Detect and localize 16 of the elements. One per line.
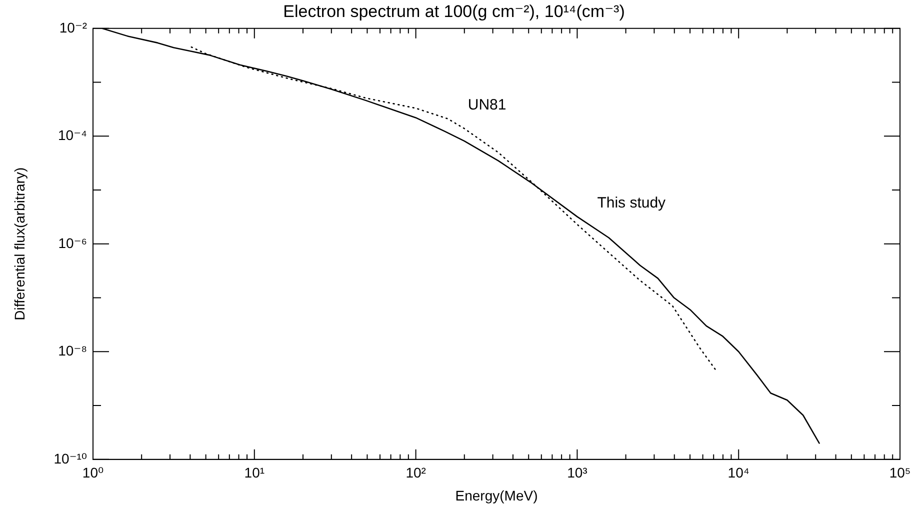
x-tick-label: 10⁰ bbox=[82, 464, 104, 481]
annotation: This study bbox=[597, 194, 666, 212]
y-tick-label: 10⁻² bbox=[59, 19, 88, 36]
annotation: UN81 bbox=[468, 96, 506, 114]
y-tick-label: 10⁻⁶ bbox=[58, 234, 87, 251]
y-axis-title: Differential flux(arbitrary) bbox=[11, 167, 28, 320]
x-tick-label: 10³ bbox=[567, 464, 588, 481]
x-tick-label: 10⁵ bbox=[889, 464, 911, 481]
y-tick-label: 10⁻¹⁰ bbox=[54, 450, 88, 466]
x-axis-title: Energy(MeV) bbox=[455, 487, 538, 504]
y-tick-label: 10⁻⁴ bbox=[58, 127, 87, 144]
x-tick-label: 10¹ bbox=[244, 464, 265, 481]
x-tick-label: 10⁴ bbox=[728, 464, 750, 481]
y-tick-label: 10⁻⁸ bbox=[58, 342, 88, 359]
chart-title: Electron spectrum at 100(g cm⁻²), 10¹⁴(cm⁻³) bbox=[283, 2, 625, 21]
x-tick-label: 10² bbox=[406, 464, 426, 481]
